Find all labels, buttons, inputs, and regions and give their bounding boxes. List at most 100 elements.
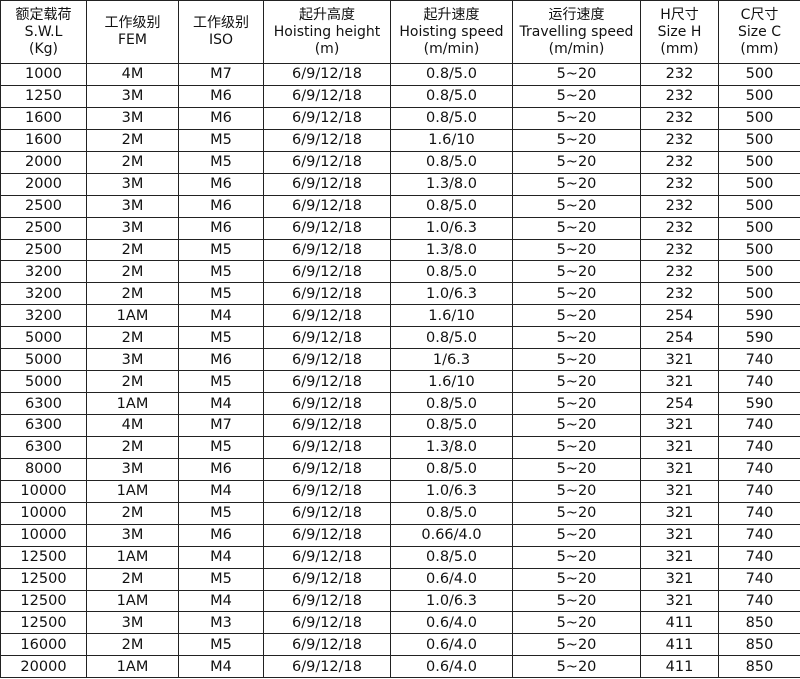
table-cell: 1AM bbox=[86, 655, 179, 679]
table-cell: 232 bbox=[640, 282, 719, 306]
table-cell: 5~20 bbox=[512, 304, 641, 328]
table-cell: 5~20 bbox=[512, 457, 641, 481]
table-row: 2500 3M M6 6/9/12/18 1.0/6.3 5~20 232 500 bbox=[0, 216, 800, 240]
table-cell: 850 bbox=[718, 611, 800, 635]
table-cell: 740 bbox=[718, 457, 800, 481]
table-cell: 2M bbox=[86, 128, 179, 152]
table-cell: 5~20 bbox=[512, 282, 641, 306]
table-cell: 5~20 bbox=[512, 633, 641, 657]
table-cell: 321 bbox=[640, 523, 719, 547]
table-cell: 6/9/12/18 bbox=[263, 501, 391, 525]
table-row: 2000 2M M5 6/9/12/18 0.8/5.0 5~20 232 500 bbox=[0, 150, 800, 174]
table-cell: 0.8/5.0 bbox=[390, 150, 513, 174]
header-line: (m) bbox=[314, 40, 340, 57]
table-cell: 232 bbox=[640, 260, 719, 284]
table-cell: 2M bbox=[86, 501, 179, 525]
table-cell: M5 bbox=[178, 326, 264, 350]
table-cell: 500 bbox=[718, 84, 800, 108]
table-body: 1000 4M M7 6/9/12/18 0.8/5.0 5~20 232 500 1250 3M… bbox=[0, 63, 800, 679]
table-cell: 2500 bbox=[0, 216, 87, 240]
table-row: 10000 3M M6 6/9/12/18 0.66/4.0 5~20 321 740 bbox=[0, 523, 800, 547]
table-cell: 232 bbox=[640, 216, 719, 240]
table-cell: 0.6/4.0 bbox=[390, 567, 513, 591]
table-cell: 5~20 bbox=[512, 348, 641, 372]
table-cell: M5 bbox=[178, 282, 264, 306]
header-cell: H尺寸 Size H (mm) bbox=[640, 0, 719, 64]
table-cell: 1.6/10 bbox=[390, 304, 513, 328]
table-cell: 0.8/5.0 bbox=[390, 457, 513, 481]
header-cell: 工作级别 FEM bbox=[86, 0, 179, 64]
table-cell: 5~20 bbox=[512, 501, 641, 525]
header-line: 起升高度 bbox=[299, 6, 355, 23]
header-line: 额定载荷 bbox=[15, 6, 72, 23]
table-cell: 0.66/4.0 bbox=[390, 523, 513, 547]
table-cell: 2500 bbox=[0, 238, 87, 262]
table-row: 1600 3M M6 6/9/12/18 0.8/5.0 5~20 232 500 bbox=[0, 106, 800, 130]
table-cell: 5~20 bbox=[512, 84, 641, 108]
table-cell: 2M bbox=[86, 238, 179, 262]
table-cell: 232 bbox=[640, 106, 719, 130]
table-cell: M6 bbox=[178, 457, 264, 481]
table-cell: 5~20 bbox=[512, 370, 641, 394]
table-cell: 1600 bbox=[0, 106, 87, 130]
table-cell: M5 bbox=[178, 260, 264, 284]
table-cell: 254 bbox=[640, 392, 719, 415]
table-cell: 500 bbox=[718, 238, 800, 262]
table-cell: 321 bbox=[640, 435, 719, 459]
table-cell: M5 bbox=[178, 370, 264, 394]
table-cell: 321 bbox=[640, 414, 719, 437]
table-cell: 1250 bbox=[0, 84, 87, 108]
header-line: C尺寸 bbox=[740, 6, 779, 23]
table-cell: 12500 bbox=[0, 567, 87, 591]
table-cell: 500 bbox=[718, 172, 800, 196]
table-row: 5000 2M M5 6/9/12/18 1.6/10 5~20 321 740 bbox=[0, 370, 800, 394]
table-cell: 5~20 bbox=[512, 326, 641, 350]
table-cell: 3M bbox=[86, 611, 179, 635]
table-row: 8000 3M M6 6/9/12/18 0.8/5.0 5~20 321 740 bbox=[0, 457, 800, 481]
table-cell: M4 bbox=[178, 392, 264, 415]
table-cell: 2500 bbox=[0, 194, 87, 218]
table-cell: 2000 bbox=[0, 150, 87, 174]
table-cell: 1600 bbox=[0, 128, 87, 152]
table-cell: 3M bbox=[86, 457, 179, 481]
header-cell: 起升高度 Hoisting height (m) bbox=[263, 0, 391, 64]
table-cell: 0.6/4.0 bbox=[390, 611, 513, 635]
table-cell: M5 bbox=[178, 435, 264, 459]
table-cell: 321 bbox=[640, 370, 719, 394]
table-cell: 5~20 bbox=[512, 63, 641, 86]
table-cell: 2M bbox=[86, 567, 179, 591]
table-cell: 1AM bbox=[86, 479, 179, 503]
table-cell: M5 bbox=[178, 150, 264, 174]
table-cell: 6/9/12/18 bbox=[263, 392, 391, 415]
header-line: (m/min) bbox=[423, 40, 480, 57]
header-line: H尺寸 bbox=[660, 6, 699, 23]
table-cell: 5~20 bbox=[512, 392, 641, 415]
table-cell: 2M bbox=[86, 370, 179, 394]
header-row: 额定载荷 S.W.L (Kg) 工作级别 FEM 工作级别 ISO 起升高度 Hoisting … bbox=[0, 0, 800, 64]
table-cell: 5~20 bbox=[512, 479, 641, 503]
table-cell: 1000 bbox=[0, 63, 87, 86]
table-cell: 850 bbox=[718, 633, 800, 657]
table-cell: 500 bbox=[718, 150, 800, 174]
table-cell: 0.6/4.0 bbox=[390, 655, 513, 679]
table-cell: 3200 bbox=[0, 282, 87, 306]
table-cell: 500 bbox=[718, 260, 800, 284]
table-cell: 6300 bbox=[0, 435, 87, 459]
table-cell: 321 bbox=[640, 589, 719, 613]
table-cell: 740 bbox=[718, 501, 800, 525]
table-cell: 740 bbox=[718, 414, 800, 437]
table-header: 额定载荷 S.W.L (Kg) 工作级别 FEM 工作级别 ISO 起升高度 Hoisting … bbox=[0, 0, 800, 64]
table-cell: 411 bbox=[640, 611, 719, 635]
table-row: 1000 4M M7 6/9/12/18 0.8/5.0 5~20 232 500 bbox=[0, 63, 800, 86]
table-cell: M4 bbox=[178, 655, 264, 679]
table-cell: 740 bbox=[718, 523, 800, 547]
header-line: Hoisting speed bbox=[399, 23, 504, 40]
table-cell: 0.8/5.0 bbox=[390, 501, 513, 525]
table-cell: 6/9/12/18 bbox=[263, 370, 391, 394]
table-cell: 6/9/12/18 bbox=[263, 348, 391, 372]
header-line: 工作级别 bbox=[193, 15, 249, 31]
table-cell: M3 bbox=[178, 611, 264, 635]
table-cell: M6 bbox=[178, 172, 264, 196]
table-cell: 0.8/5.0 bbox=[390, 326, 513, 350]
